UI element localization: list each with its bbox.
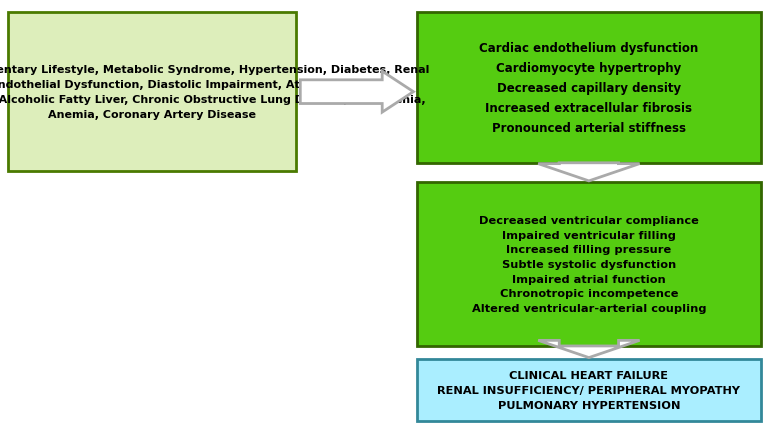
FancyBboxPatch shape: [8, 13, 296, 172]
FancyBboxPatch shape: [417, 13, 760, 163]
Text: Decreased ventricular compliance
Impaired ventricular filling
Increased filling : Decreased ventricular compliance Impaire…: [472, 215, 706, 313]
Text: Cardiac endothelium dysfunction
Cardiomyocyte hypertrophy
Decreased capillary de: Cardiac endothelium dysfunction Cardiomy…: [479, 42, 699, 135]
Polygon shape: [300, 72, 413, 113]
Text: Aging, Obesity, Sedentary Lifestyle, Metabolic Syndrome, Hypertension, Diabetes,: Aging, Obesity, Sedentary Lifestyle, Met…: [0, 64, 430, 120]
Polygon shape: [538, 341, 640, 358]
Polygon shape: [538, 163, 640, 181]
Text: CLINICAL HEART FAILURE
RENAL INSUFFICIENCY/ PERIPHERAL MYOPATHY
PULMONARY HYPERT: CLINICAL HEART FAILURE RENAL INSUFFICIEN…: [438, 370, 740, 410]
FancyBboxPatch shape: [417, 359, 760, 421]
FancyBboxPatch shape: [417, 183, 760, 346]
